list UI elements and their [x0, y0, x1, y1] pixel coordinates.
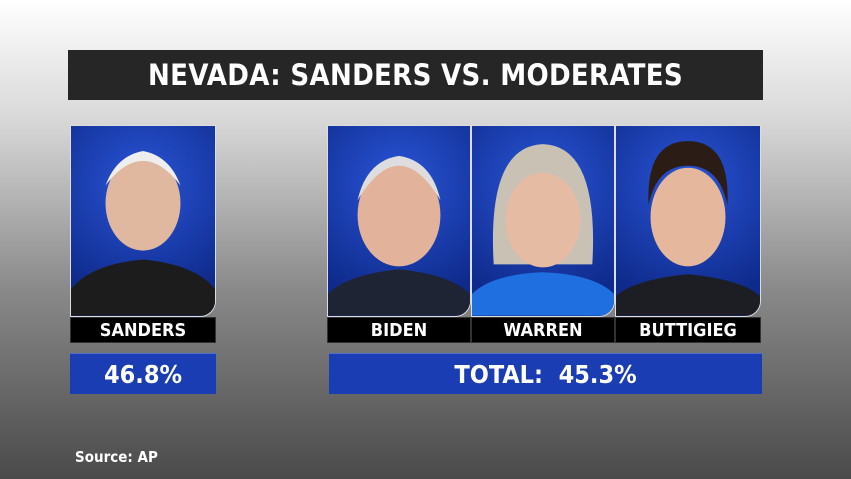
candidate-name: BUTTIGIEG — [639, 319, 737, 341]
buttigieg-label: BUTTIGIEG — [615, 317, 761, 343]
biden-photo — [327, 125, 471, 317]
biden-label: BIDEN — [327, 317, 471, 343]
moderates-total: TOTAL: 45.3% — [454, 359, 637, 389]
sanders-photo — [70, 125, 216, 317]
warren-photo — [471, 125, 615, 317]
title-bar: NEVADA: SANDERS VS. MODERATES — [68, 50, 763, 100]
buttigieg-photo — [615, 125, 761, 317]
sanders-label: SANDERS — [70, 317, 216, 343]
moderates-total-box: TOTAL: 45.3% — [329, 353, 762, 394]
sanders-percent-box: 46.8% — [70, 353, 216, 394]
warren-label: WARREN — [471, 317, 615, 343]
title: NEVADA: SANDERS VS. MODERATES — [147, 58, 684, 92]
candidate-name: WARREN — [503, 319, 583, 341]
candidate-name: SANDERS — [99, 319, 187, 341]
sanders-percent: 46.8% — [103, 359, 183, 389]
candidate-name: BIDEN — [370, 319, 428, 341]
source-note: Source: AP — [75, 448, 158, 466]
